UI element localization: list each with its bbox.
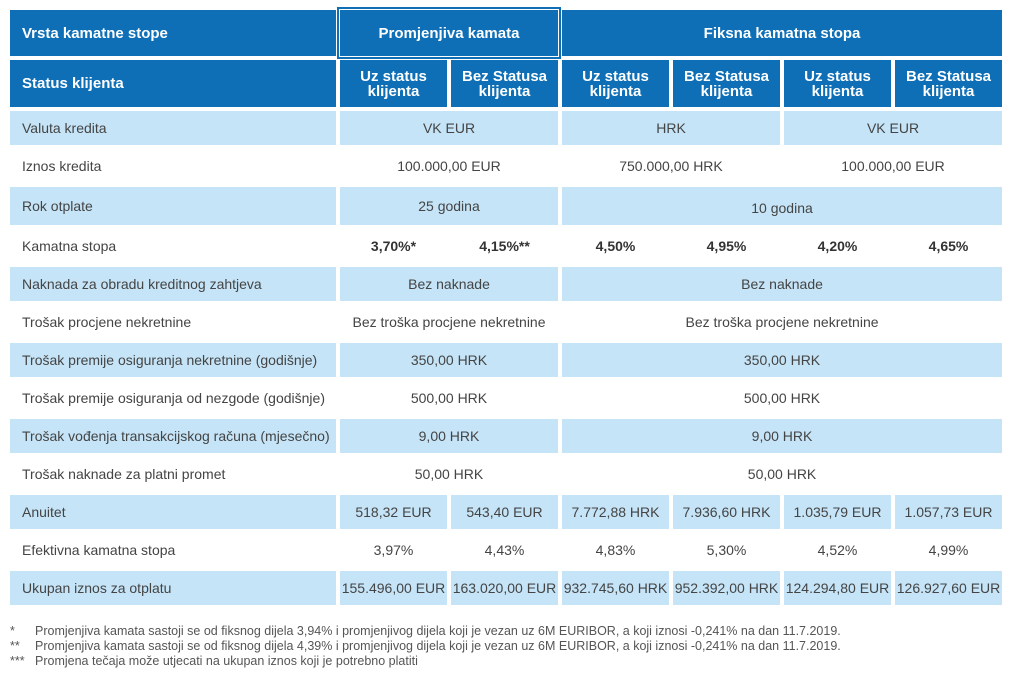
row-payment-fee: Trošak naknade za platni promet 50,00 HR… [10, 457, 1002, 491]
cell-value: 4,43% [484, 542, 525, 558]
cell-value: 126.927,60 EUR [895, 571, 1003, 605]
row-label: Ukupan iznos za otplatu [10, 571, 336, 605]
header-without-status: Bez Statusa klijenta [673, 60, 780, 107]
cell-value: 4,15%** [479, 238, 530, 254]
cell-value: 124.294,80 EUR [784, 571, 891, 605]
cell-value: 7.936,60 HRK [673, 495, 780, 529]
cell-value: 100.000,00 EUR [397, 158, 501, 174]
row-label: Valuta kredita [10, 111, 336, 145]
cell-value: Bez troška procjene nekretnine [685, 314, 879, 330]
cell-value: 932.745,60 HRK [562, 571, 669, 605]
cell-value: 7.772,88 HRK [562, 495, 669, 529]
cell-value: 500,00 HRK [410, 390, 488, 406]
header-without-status: Bez Statusa klijenta [451, 60, 558, 107]
cell-value: Bez naknade [340, 267, 558, 301]
row-label: Kamatna stopa [22, 238, 117, 254]
cell-value: 4,95% [706, 238, 747, 254]
header-without-status: Bez Statusa klijenta [895, 60, 1003, 107]
cell-value: VK EUR [784, 111, 1003, 145]
cell-value: 3,97% [373, 542, 414, 558]
row-effective-rate: Efektivna kamatna stopa 3,97% 4,43% 4,83… [10, 533, 1002, 567]
footnote: * Promjenjiva kamata sastoji se od fiksn… [10, 624, 841, 639]
header-with-status: Uz status klijenta [562, 60, 669, 107]
header-variable-rate: Promjenjiva kamata [337, 7, 561, 59]
cell-value: 350,00 HRK [340, 343, 558, 377]
row-label: Rok otplate [10, 187, 336, 225]
row-loan-amount: Iznos kredita 100.000,00 EUR 750.000,00 … [10, 149, 1002, 183]
cell-value: 543,40 EUR [451, 495, 558, 529]
cell-value: Bez troška procjene nekretnine [352, 314, 546, 330]
cell-value: 100.000,00 EUR [841, 158, 945, 174]
row-interest-rate: Kamatna stopa 3,70%* 4,15%** 4,50% 4,95%… [10, 229, 1002, 263]
cell-value: 1.035,79 EUR [784, 495, 891, 529]
cell-value: 163.020,00 EUR [451, 571, 558, 605]
footnote-text: Promjena tečaja može utjecati na ukupan … [35, 654, 418, 668]
row-appraisal-cost: Trošak procjene nekretnine Bez troška pr… [10, 305, 1002, 339]
header-with-status: Uz status klijenta [340, 60, 447, 107]
row-currency: Valuta kredita VK EUR HRK VK EUR [10, 111, 1003, 145]
footnote-mark: * [10, 624, 15, 638]
footnote: ** Promjenjiva kamata sastoji se od fiks… [10, 639, 841, 654]
footnotes: * Promjenjiva kamata sastoji se od fiksn… [10, 624, 841, 669]
cell-value: 500,00 HRK [743, 390, 821, 406]
header-fixed-rate: Fiksna kamatna stopa [562, 10, 1003, 56]
footnote-text: Promjenjiva kamata sastoji se od fiksnog… [35, 639, 841, 653]
row-repayment-term: Rok otplate 25 godina 10 godina [10, 187, 1003, 225]
header-row-type: Vrsta kamatne stope Promjenjiva kamata F… [10, 7, 1003, 59]
cell-value: 1.057,73 EUR [895, 495, 1003, 529]
cell-value: 4,20% [817, 238, 858, 254]
row-processing-fee: Naknada za obradu kreditnog zahtjeva Bez… [10, 267, 1003, 301]
footnote-mark: *** [10, 654, 25, 668]
row-label: Iznos kredita [22, 158, 102, 174]
cell-value: 4,99% [928, 542, 969, 558]
header-interest-type: Vrsta kamatne stope [10, 10, 336, 56]
row-annuity: Anuitet 518,32 EUR 543,40 EUR 7.772,88 H… [10, 495, 1003, 529]
row-label: Trošak premije osiguranja od nezgode (go… [22, 390, 325, 406]
cell-value: 4,50% [595, 238, 636, 254]
loan-comparison-table: Vrsta kamatne stope Promjenjiva kamata F… [6, 6, 1006, 609]
cell-value: 5,30% [706, 542, 747, 558]
cell-value: 50,00 HRK [414, 466, 484, 482]
row-label: Trošak vođenja transakcijskog računa (mj… [10, 419, 336, 453]
cell-value: 350,00 HRK [562, 343, 1003, 377]
cell-value: 3,70%* [370, 238, 417, 254]
cell-value: 518,32 EUR [340, 495, 447, 529]
cell-value: VK EUR [340, 111, 558, 145]
row-label: Naknada za obradu kreditnog zahtjeva [10, 267, 336, 301]
footnote-text: Promjenjiva kamata sastoji se od fiksnog… [35, 624, 841, 638]
cell-value: 25 godina [340, 187, 558, 225]
cell-value: 9,00 HRK [340, 419, 558, 453]
cell-value: 50,00 HRK [747, 466, 817, 482]
row-property-insurance: Trošak premije osiguranja nekretnine (go… [10, 343, 1003, 377]
cell-value: 155.496,00 EUR [340, 571, 447, 605]
cell-value: 4,83% [595, 542, 636, 558]
row-label: Trošak premije osiguranja nekretnine (go… [10, 343, 336, 377]
loan-comparison-table-container: Vrsta kamatne stope Promjenjiva kamata F… [10, 7, 1003, 609]
header-client-status: Status klijenta [10, 60, 336, 107]
row-label: Trošak procjene nekretnine [22, 314, 192, 330]
cell-value: 4,65% [928, 238, 969, 254]
cell-value: HRK [562, 111, 780, 145]
row-label: Anuitet [10, 495, 336, 529]
cell-value: 4,52% [817, 542, 858, 558]
header-row-status: Status klijenta Uz status klijenta Bez St… [10, 60, 1003, 107]
cell-value: 9,00 HRK [562, 419, 1003, 453]
cell-value: 750.000,00 HRK [619, 158, 723, 174]
cell-value: 10 godina [562, 187, 1003, 225]
row-label: Efektivna kamatna stopa [22, 542, 176, 558]
row-account-maintenance: Trošak vođenja transakcijskog računa (mj… [10, 419, 1003, 453]
footnote: *** Promjena tečaja može utjecati na uku… [10, 654, 841, 669]
header-with-status: Uz status klijenta [784, 60, 891, 107]
cell-value: 952.392,00 HRK [673, 571, 780, 605]
cell-value: Bez naknade [562, 267, 1003, 301]
row-label: Trošak naknade za platni promet [22, 466, 226, 482]
row-total-repayment: Ukupan iznos za otplatu 155.496,00 EUR 1… [10, 571, 1003, 605]
footnote-mark: ** [10, 639, 20, 653]
row-accident-insurance: Trošak premije osiguranja od nezgode (go… [10, 381, 1002, 415]
